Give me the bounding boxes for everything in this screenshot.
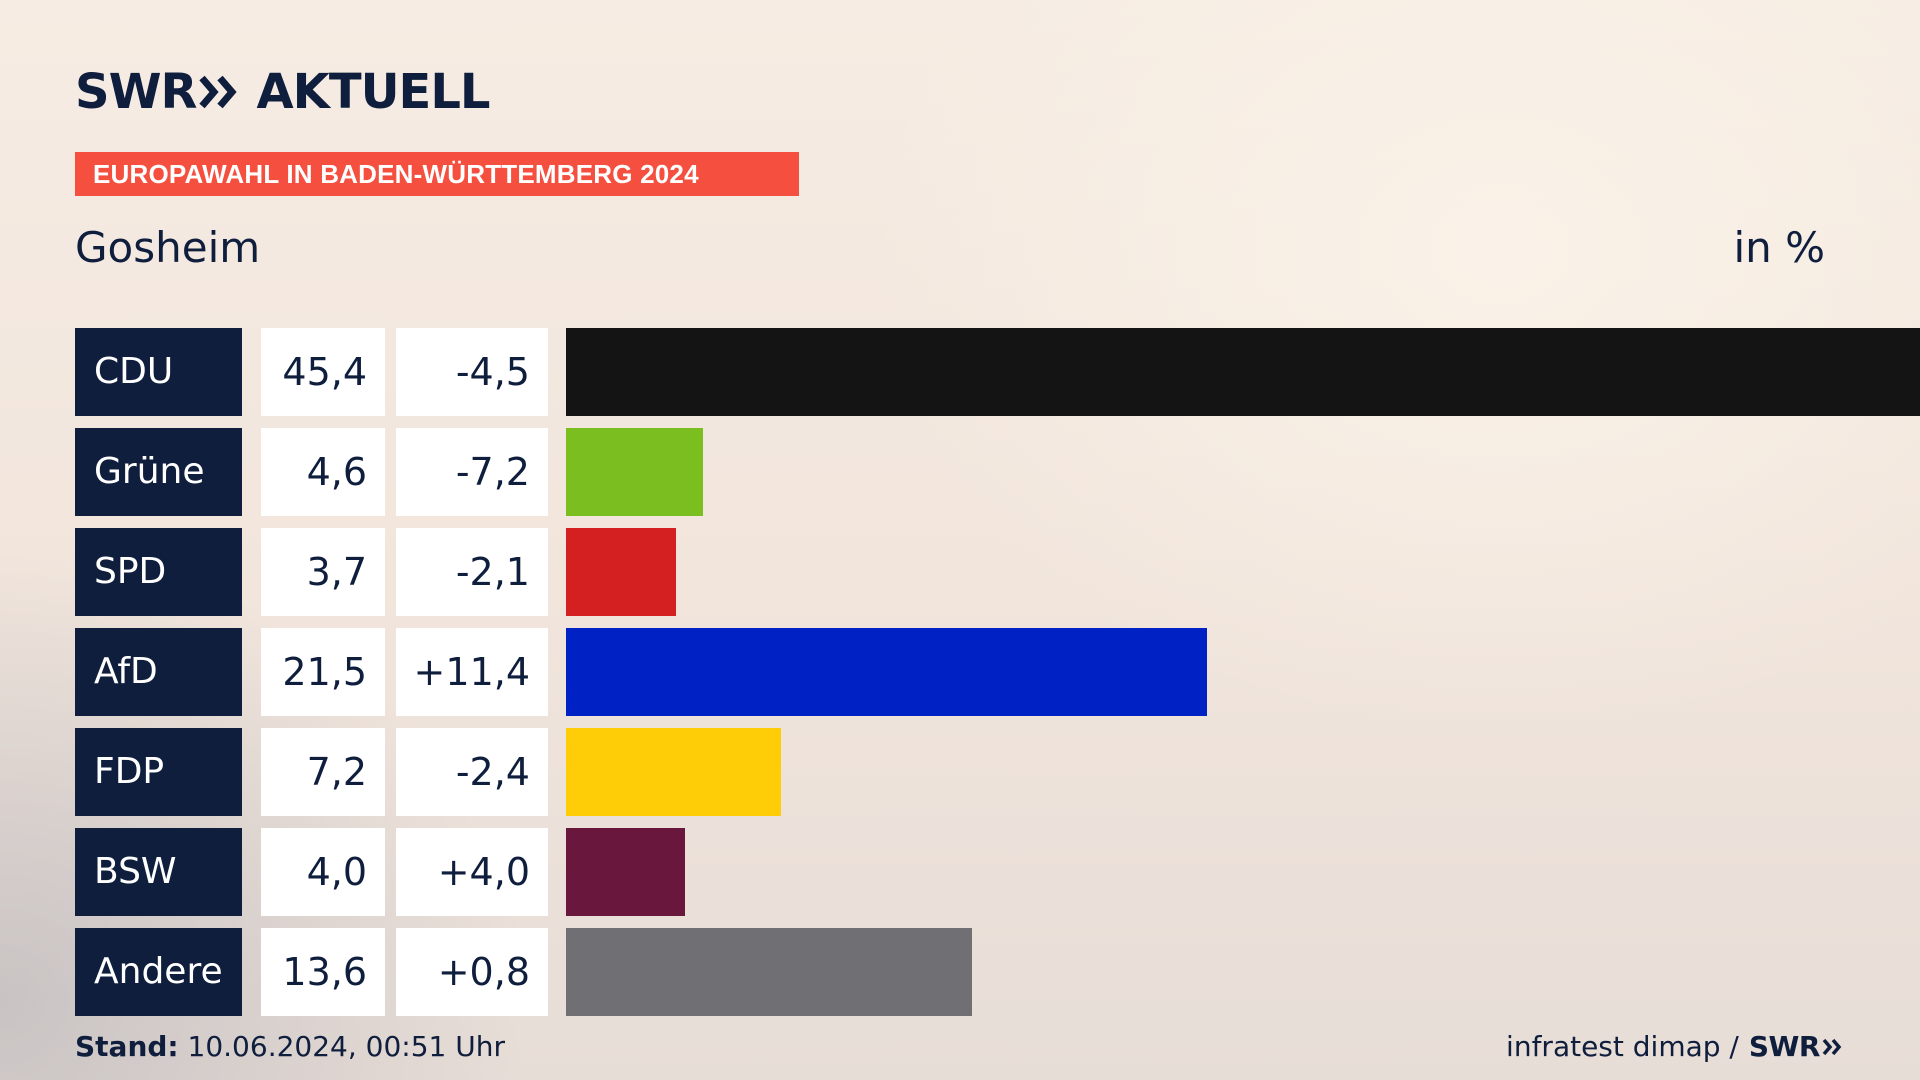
chevron-double-right-icon [1822,1038,1842,1056]
vote-share-label: 13,6 [261,928,385,1016]
source-credit: infratest dimap / SWR [1506,1030,1844,1064]
vote-share-label: 7,2 [261,728,385,816]
vote-share-label: 4,0 [261,828,385,916]
swr-aktuell-logo: SWR AKTUELL [75,64,491,120]
bar [566,828,685,916]
swr-small-logo: SWR [1749,1030,1844,1064]
change-label: +11,4 [396,628,548,716]
election-tag: EUROPAWAHL IN BADEN-WÜRTTEMBERG 2024 [75,152,799,196]
change-label: +4,0 [396,828,548,916]
party-label: FDP [75,728,242,816]
bar [566,628,1207,716]
party-label: SPD [75,528,242,616]
source-logo-text: SWR [1748,1030,1821,1063]
logo-aktuell-text: AKTUELL [256,64,490,120]
bar [566,428,703,516]
change-label: -2,1 [396,528,548,616]
logo-swr-text: SWR [75,64,197,120]
party-label: CDU [75,328,242,416]
party-label: Grüne [75,428,242,516]
vote-share-label: 21,5 [261,628,385,716]
change-label: -7,2 [396,428,548,516]
bar [566,928,972,1016]
party-label: Andere [75,928,242,1016]
bar [566,328,1920,416]
change-label: -2,4 [396,728,548,816]
vote-share-label: 4,6 [261,428,385,516]
vote-share-label: 3,7 [261,528,385,616]
change-label: -4,5 [396,328,548,416]
bar [566,728,781,816]
bar [566,528,676,616]
unit-label: in % [1733,223,1825,272]
region-title: Gosheim [75,223,261,272]
vote-share-label: 45,4 [261,328,385,416]
source-text: infratest dimap / [1506,1030,1739,1063]
stand-label: Stand: [75,1030,179,1063]
party-label: BSW [75,828,242,916]
stand-value: 10.06.2024, 00:51 Uhr [187,1030,505,1063]
change-label: +0,8 [396,928,548,1016]
party-label: AfD [75,628,242,716]
chevron-double-right-icon [199,75,238,109]
timestamp: Stand: 10.06.2024, 00:51 Uhr [75,1030,505,1064]
